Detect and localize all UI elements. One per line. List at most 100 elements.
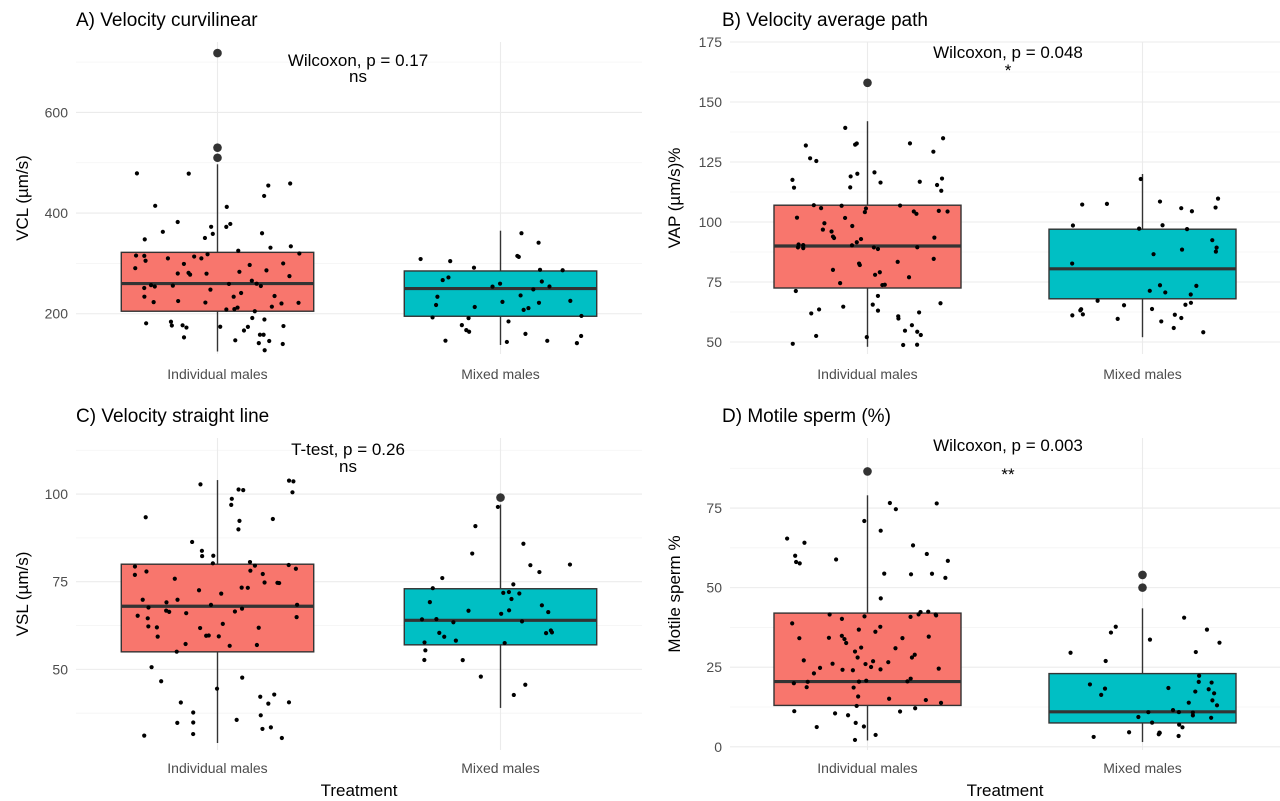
jitter-point [258, 283, 263, 289]
jitter-point [875, 246, 881, 252]
jitter-point [785, 536, 790, 541]
jitter-point [939, 176, 945, 181]
jitter-point [791, 185, 797, 190]
y-tick-label: 125 [699, 154, 723, 170]
jitter-point [793, 553, 798, 558]
jitter-point [219, 591, 224, 596]
jitter-point [160, 229, 165, 234]
y-tick-label: 50 [52, 661, 68, 677]
jitter-point [192, 254, 197, 259]
jitter-point [291, 479, 296, 484]
box-individual-males [120, 478, 315, 743]
jitter-point [938, 700, 944, 706]
box-mixed-males [1048, 174, 1237, 338]
jitter-point [1157, 199, 1163, 204]
jitter-point [878, 528, 883, 533]
jitter-point [1206, 687, 1211, 692]
panel-title: D) Motile sperm (%) [722, 406, 891, 427]
box-mixed-males [403, 493, 598, 708]
jitter-point [840, 667, 845, 672]
jitter-point [924, 551, 929, 557]
jitter-point [190, 539, 195, 545]
jitter-point [830, 661, 835, 666]
jitter-point [547, 284, 552, 289]
jitter-point [440, 277, 445, 283]
jitter-point [506, 589, 512, 595]
y-tick-label: 150 [699, 94, 723, 110]
jitter-point [917, 179, 922, 184]
jitter-point [864, 678, 869, 683]
jitter-point [826, 635, 832, 640]
jitter-point [478, 674, 483, 679]
jitter-point [191, 720, 196, 725]
jitter-point [142, 237, 147, 242]
jitter-point [543, 631, 549, 636]
jitter-point [804, 685, 809, 690]
jitter-point [198, 625, 203, 631]
jitter-point [923, 697, 928, 703]
jitter-point [1184, 227, 1190, 232]
jitter-point [435, 294, 440, 299]
jitter-point [830, 267, 836, 272]
jitter-point [249, 278, 254, 283]
jitter-point [853, 142, 858, 147]
jitter-point [1091, 734, 1096, 740]
jitter-point [931, 149, 936, 154]
jitter-point [934, 501, 939, 506]
outlier-point [1138, 583, 1147, 592]
jitter-point [1102, 686, 1108, 691]
jitter-point [853, 720, 858, 726]
jitter-point [181, 261, 187, 267]
jitter-point [1197, 673, 1202, 678]
jitter-point [433, 302, 439, 308]
significance-label: ** [1001, 465, 1015, 484]
jitter-point [260, 571, 265, 577]
jitter-point [295, 602, 300, 607]
jitter-point [1194, 283, 1199, 288]
jitter-point [521, 307, 526, 312]
jitter-point [500, 299, 505, 304]
jitter-point [838, 281, 843, 286]
jitter-point [1087, 682, 1093, 687]
y-tick-label: 0 [714, 739, 722, 755]
panel-title: C) Velocity straight line [76, 406, 269, 427]
jitter-point [142, 294, 147, 299]
jitter-point [1147, 637, 1153, 642]
jitter-point [241, 328, 247, 333]
jitter-point [907, 141, 913, 146]
jitter-point [579, 333, 584, 339]
jitter-point [811, 203, 816, 208]
panel-velocity-curvilinear: 200 400 600 Individual males Mixed males A) V… [13, 10, 642, 382]
jitter-point [144, 569, 149, 574]
jitter-point [1176, 709, 1181, 715]
jitter-point [915, 342, 920, 347]
jitter-point [912, 652, 917, 657]
jitter-point [868, 664, 874, 670]
jitter-point [506, 319, 511, 324]
jitter-point [916, 310, 922, 315]
y-tick-label: 75 [706, 500, 722, 516]
jitter-point [1180, 725, 1185, 730]
test-result-label: Wilcoxon, p = 0.17 [288, 51, 428, 70]
jitter-point [146, 624, 151, 629]
jitter-point [254, 281, 259, 286]
jitter-point [814, 333, 819, 339]
jitter-point [844, 640, 849, 646]
jitter-point [1151, 252, 1156, 257]
jitter-point [862, 518, 867, 524]
jitter-point [945, 558, 950, 563]
jitter-point [790, 621, 795, 626]
jitter-point [896, 314, 901, 319]
jitter-point [933, 612, 938, 617]
jitter-point [805, 679, 810, 684]
jitter-point [208, 287, 213, 292]
jitter-point [1078, 308, 1083, 313]
panel-title: A) Velocity curvilinear [76, 10, 258, 31]
jitter-point [797, 636, 802, 641]
jitter-point [224, 224, 229, 229]
jitter-point [850, 668, 855, 673]
jitter-point [220, 621, 225, 626]
y-axis-label: VCL (µm/s) [13, 155, 32, 241]
jitter-point [855, 655, 860, 660]
jitter-point [878, 624, 883, 629]
